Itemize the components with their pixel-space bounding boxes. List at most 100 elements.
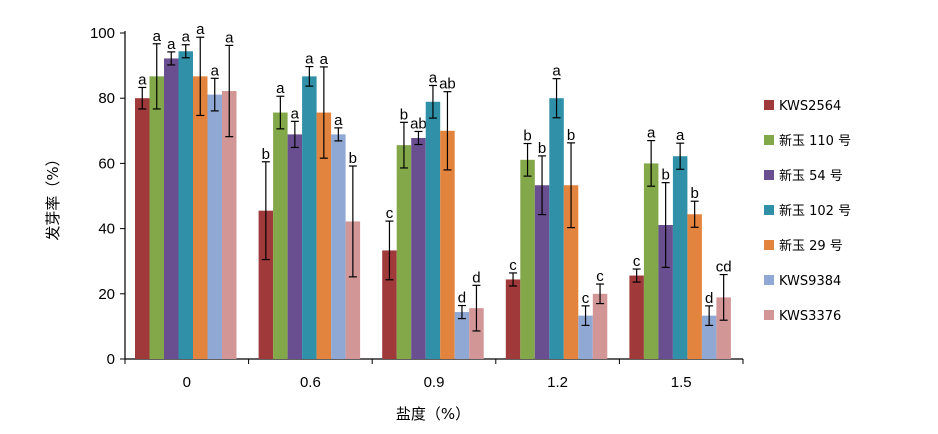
legend-label: KWS9384 [779,274,841,289]
significance-label: ab [410,115,427,132]
x-tick-label: 0.6 [300,374,321,391]
bar [382,250,397,359]
legend-label: 新玉 54 号 [779,168,843,184]
bar [396,145,412,359]
significance-label: c [509,257,517,274]
legend-swatch [764,135,774,145]
bar [672,156,688,359]
y-axis-ticks: 0 20 40 60 80 100 [90,25,125,368]
significance-label: a [276,80,285,97]
legend-label: KWS3376 [779,309,841,324]
y-tick-label: 80 [98,90,115,107]
bar [411,137,426,359]
bar [469,308,484,359]
bar [316,112,332,359]
legend-swatch [764,240,774,250]
bar [193,76,208,359]
y-tick-label: 20 [98,286,115,303]
bar [643,163,659,359]
legend-swatch [764,170,774,180]
bar [563,185,579,359]
y-tick-label: 40 [98,221,115,238]
bar [287,134,303,359]
x-axis-ticks: 0 0.6 0.9 1.2 1.5 [124,359,744,391]
y-axis-title: 发芽率（%） [44,151,62,240]
significance-label: a [153,28,162,45]
bar [345,221,361,359]
bar [549,98,564,359]
bar [701,315,717,359]
significance-label: c [596,268,604,285]
significance-label: b [349,150,357,167]
significance-label: d [705,290,713,307]
significance-label: a [211,62,220,79]
significance-label: b [538,140,546,157]
x-tick-label: 0 [183,374,191,391]
x-axis-title: 盐度（%） [396,405,470,423]
significance-label: a [138,71,147,88]
bar [302,76,317,359]
significance-label: c [582,290,590,307]
y-tick-label: 0 [107,351,115,368]
significance-label: a [291,105,300,122]
significance-label: b [690,185,698,202]
bar [578,315,593,359]
bar [440,130,455,359]
bar [687,214,702,359]
y-tick-label: 60 [98,155,115,172]
legend: KWS2564 新玉 110 号新玉 54 号新玉 102 号新玉 29 号 KWS… [764,99,851,324]
significance-label: d [458,290,466,307]
significance-label: a [552,63,561,80]
legend-swatch [764,205,774,215]
bar [178,51,193,359]
bar [164,58,179,359]
bar [534,185,550,359]
significance-label: cd [716,259,732,276]
significance-label: d [472,269,480,286]
significance-label: b [523,128,531,145]
bar [135,98,150,359]
significance-label: a [196,21,205,38]
legend-swatch [764,275,774,285]
legend-label: 新玉 29 号 [779,238,843,254]
legend-swatch [764,100,774,110]
bar [592,293,608,359]
bar [331,134,346,359]
bar [505,279,521,359]
significance-label: a [182,29,191,46]
legend-label: KWS2564 [779,99,841,114]
x-tick-label: 0.9 [424,374,445,391]
significance-label: b [567,127,575,144]
legend-swatch [764,310,774,320]
significance-label: c [386,205,394,222]
bar [222,91,237,359]
significance-label: a [225,29,234,46]
significance-label: a [429,69,438,86]
x-tick-label: 1.2 [547,374,568,391]
significance-label: a [676,127,685,144]
significance-label: a [305,51,314,68]
bar [454,312,470,359]
significance-label: a [167,36,176,53]
significance-label: a [320,51,329,68]
bar [520,159,535,359]
legend-label: 新玉 102 号 [779,203,851,219]
legend-label: 新玉 110 号 [779,133,851,149]
significance-label: b [262,146,270,163]
significance-label: a [647,125,656,142]
bar [149,76,164,359]
significance-label: c [633,253,641,270]
significance-label: ab [439,76,456,93]
x-tick-label: 1.5 [671,374,692,391]
bar [425,101,441,359]
bar [258,210,274,359]
y-tick-label: 100 [90,25,115,42]
significance-label: b [400,106,408,123]
bar [629,275,644,359]
significance-label: b [661,167,669,184]
significance-label: a [334,112,343,129]
bar [716,297,731,359]
bar [273,112,288,359]
